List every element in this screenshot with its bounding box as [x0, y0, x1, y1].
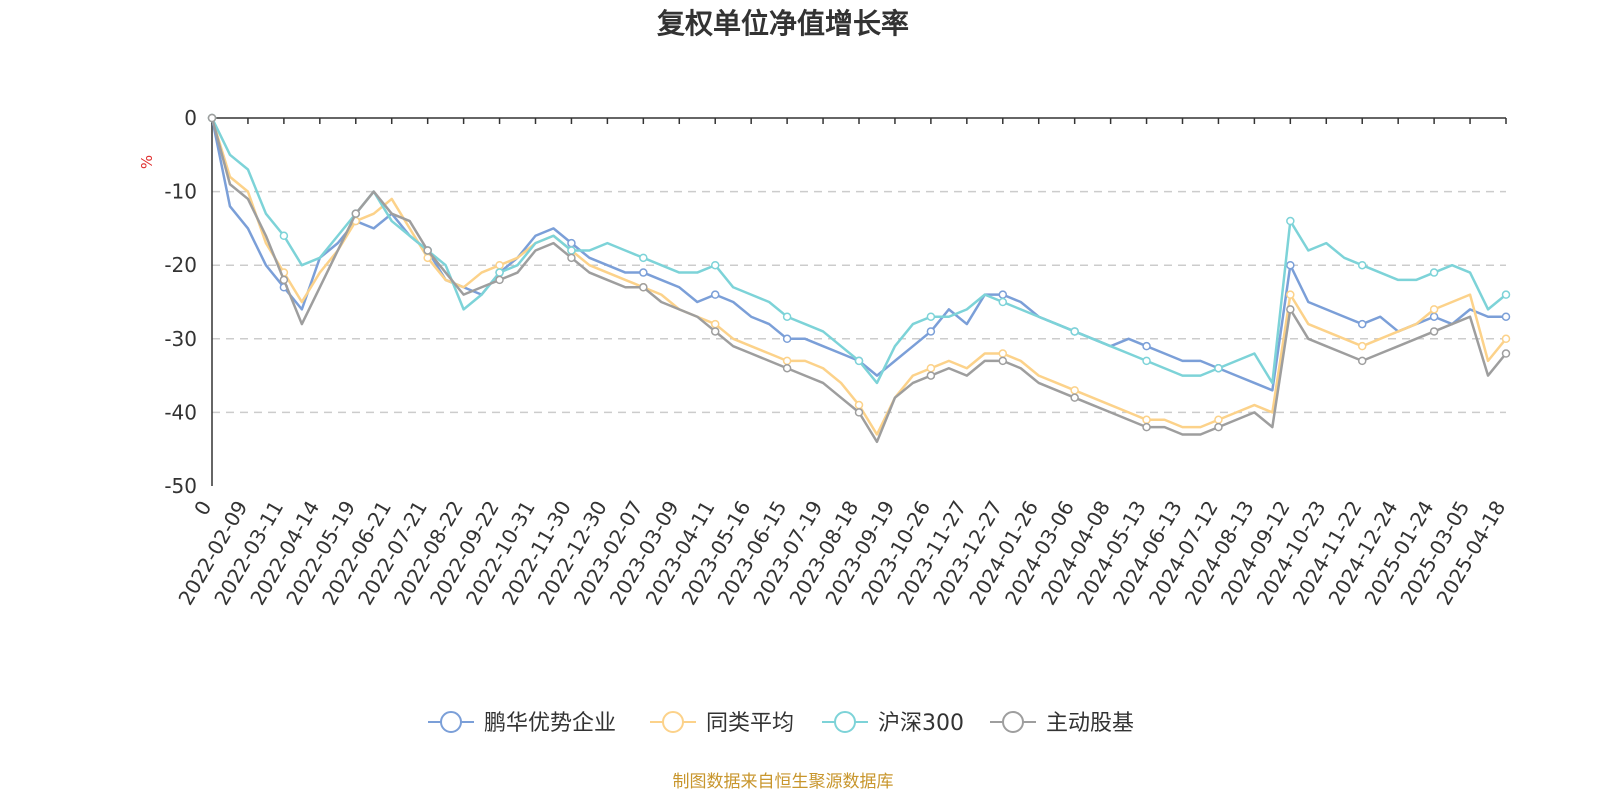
- y-tick-labels: 0 -10 -20 -30 -40 -50: [164, 106, 197, 498]
- data-point: [710, 290, 720, 299]
- data-point: [998, 290, 1008, 299]
- series-lines: [207, 113, 1511, 444]
- y-tick-label: 0: [184, 106, 197, 130]
- series-0: [207, 113, 1511, 392]
- data-point: [854, 408, 864, 417]
- data-point: [854, 356, 864, 366]
- legend-marker: [1002, 711, 1024, 733]
- data-point: [279, 275, 289, 285]
- data-point: [1501, 290, 1511, 299]
- data-point: [1070, 393, 1079, 402]
- data-point: [782, 363, 792, 373]
- data-point: [495, 260, 504, 270]
- data-point: [1286, 260, 1295, 270]
- series-line: [210, 117, 1507, 444]
- data-point: [782, 334, 792, 344]
- legend-item-1[interactable]: 同类平均: [650, 711, 794, 736]
- data-point: [1214, 422, 1223, 432]
- data-point: [1070, 327, 1079, 336]
- data-point: [998, 349, 1008, 358]
- series-2: [207, 113, 1511, 385]
- data-point: [1357, 341, 1367, 351]
- data-point: [351, 209, 361, 218]
- legend-label: 主动股基: [1046, 711, 1134, 736]
- data-point: [1429, 327, 1439, 336]
- legend-label: 同类平均: [706, 711, 794, 736]
- data-point: [1286, 290, 1295, 299]
- data-point: [1214, 363, 1223, 373]
- data-point: [567, 253, 576, 263]
- series-line: [210, 117, 1506, 392]
- data-point: [495, 268, 504, 277]
- series-3: [207, 113, 1511, 444]
- source-note: 制图数据来自恒生聚源数据库: [673, 772, 894, 792]
- data-point: [710, 319, 720, 329]
- legend-label: 鹏华优势企业: [484, 711, 616, 736]
- data-point: [639, 268, 648, 277]
- data-point: [782, 356, 792, 366]
- data-point: [1429, 305, 1439, 314]
- y-tick-label: -30: [164, 327, 197, 351]
- y-tick-label: -20: [164, 253, 197, 277]
- legend-item-3[interactable]: 主动股基: [990, 711, 1134, 736]
- data-point: [1142, 356, 1151, 366]
- data-point: [279, 231, 289, 241]
- data-point: [423, 246, 432, 255]
- data-point: [1501, 334, 1511, 344]
- data-point: [1214, 415, 1223, 425]
- data-point: [1501, 349, 1511, 358]
- data-point: [926, 327, 936, 336]
- data-point: [710, 260, 720, 270]
- chart-title: 复权单位净值增长率: [657, 7, 909, 40]
- y-tick-label: -50: [164, 474, 197, 498]
- data-point: [1429, 312, 1439, 321]
- data-point: [926, 363, 936, 373]
- data-point: [782, 312, 792, 321]
- y-tick-label: -10: [164, 180, 197, 204]
- data-point: [1286, 216, 1295, 226]
- data-point: [1142, 341, 1151, 351]
- legend-label: 沪深300: [878, 711, 964, 736]
- data-point: [926, 371, 936, 380]
- series-1: [207, 113, 1511, 436]
- data-point: [998, 297, 1008, 307]
- x-tick-labels: 02022-02-092022-03-112022-04-142022-05-1…: [173, 496, 1510, 609]
- data-point: [567, 238, 576, 248]
- data-point: [1070, 386, 1079, 395]
- data-point: [1357, 260, 1367, 270]
- data-point: [1286, 305, 1295, 314]
- data-point: [926, 312, 936, 321]
- data-point: [1357, 356, 1367, 366]
- legend-marker: [662, 711, 684, 733]
- data-point: [998, 356, 1008, 366]
- y-axis-unit: %: [138, 155, 156, 169]
- data-point: [710, 327, 720, 336]
- legend-item-2[interactable]: 沪深300: [822, 711, 964, 736]
- y-tick-label: -40: [164, 400, 197, 424]
- data-point: [1357, 319, 1367, 329]
- series-line: [210, 117, 1507, 385]
- data-point: [1501, 312, 1511, 321]
- data-point: [639, 283, 648, 292]
- data-point: [1142, 415, 1151, 425]
- legend-marker: [440, 711, 462, 733]
- x-tick-label: 0: [189, 497, 216, 520]
- axes: [211, 117, 1507, 486]
- legend-item-0[interactable]: 鹏华优势企业: [428, 711, 616, 736]
- data-point: [1429, 268, 1439, 277]
- data-point: [207, 113, 217, 123]
- data-point: [1142, 422, 1151, 432]
- data-point: [495, 275, 504, 285]
- legend-marker: [834, 711, 856, 733]
- series-line: [210, 117, 1507, 436]
- data-point: [854, 400, 864, 410]
- data-point: [639, 253, 648, 263]
- legend[interactable]: 鹏华优势企业 同类平均 沪深300 主动股基: [428, 711, 1134, 736]
- data-point: [567, 246, 576, 255]
